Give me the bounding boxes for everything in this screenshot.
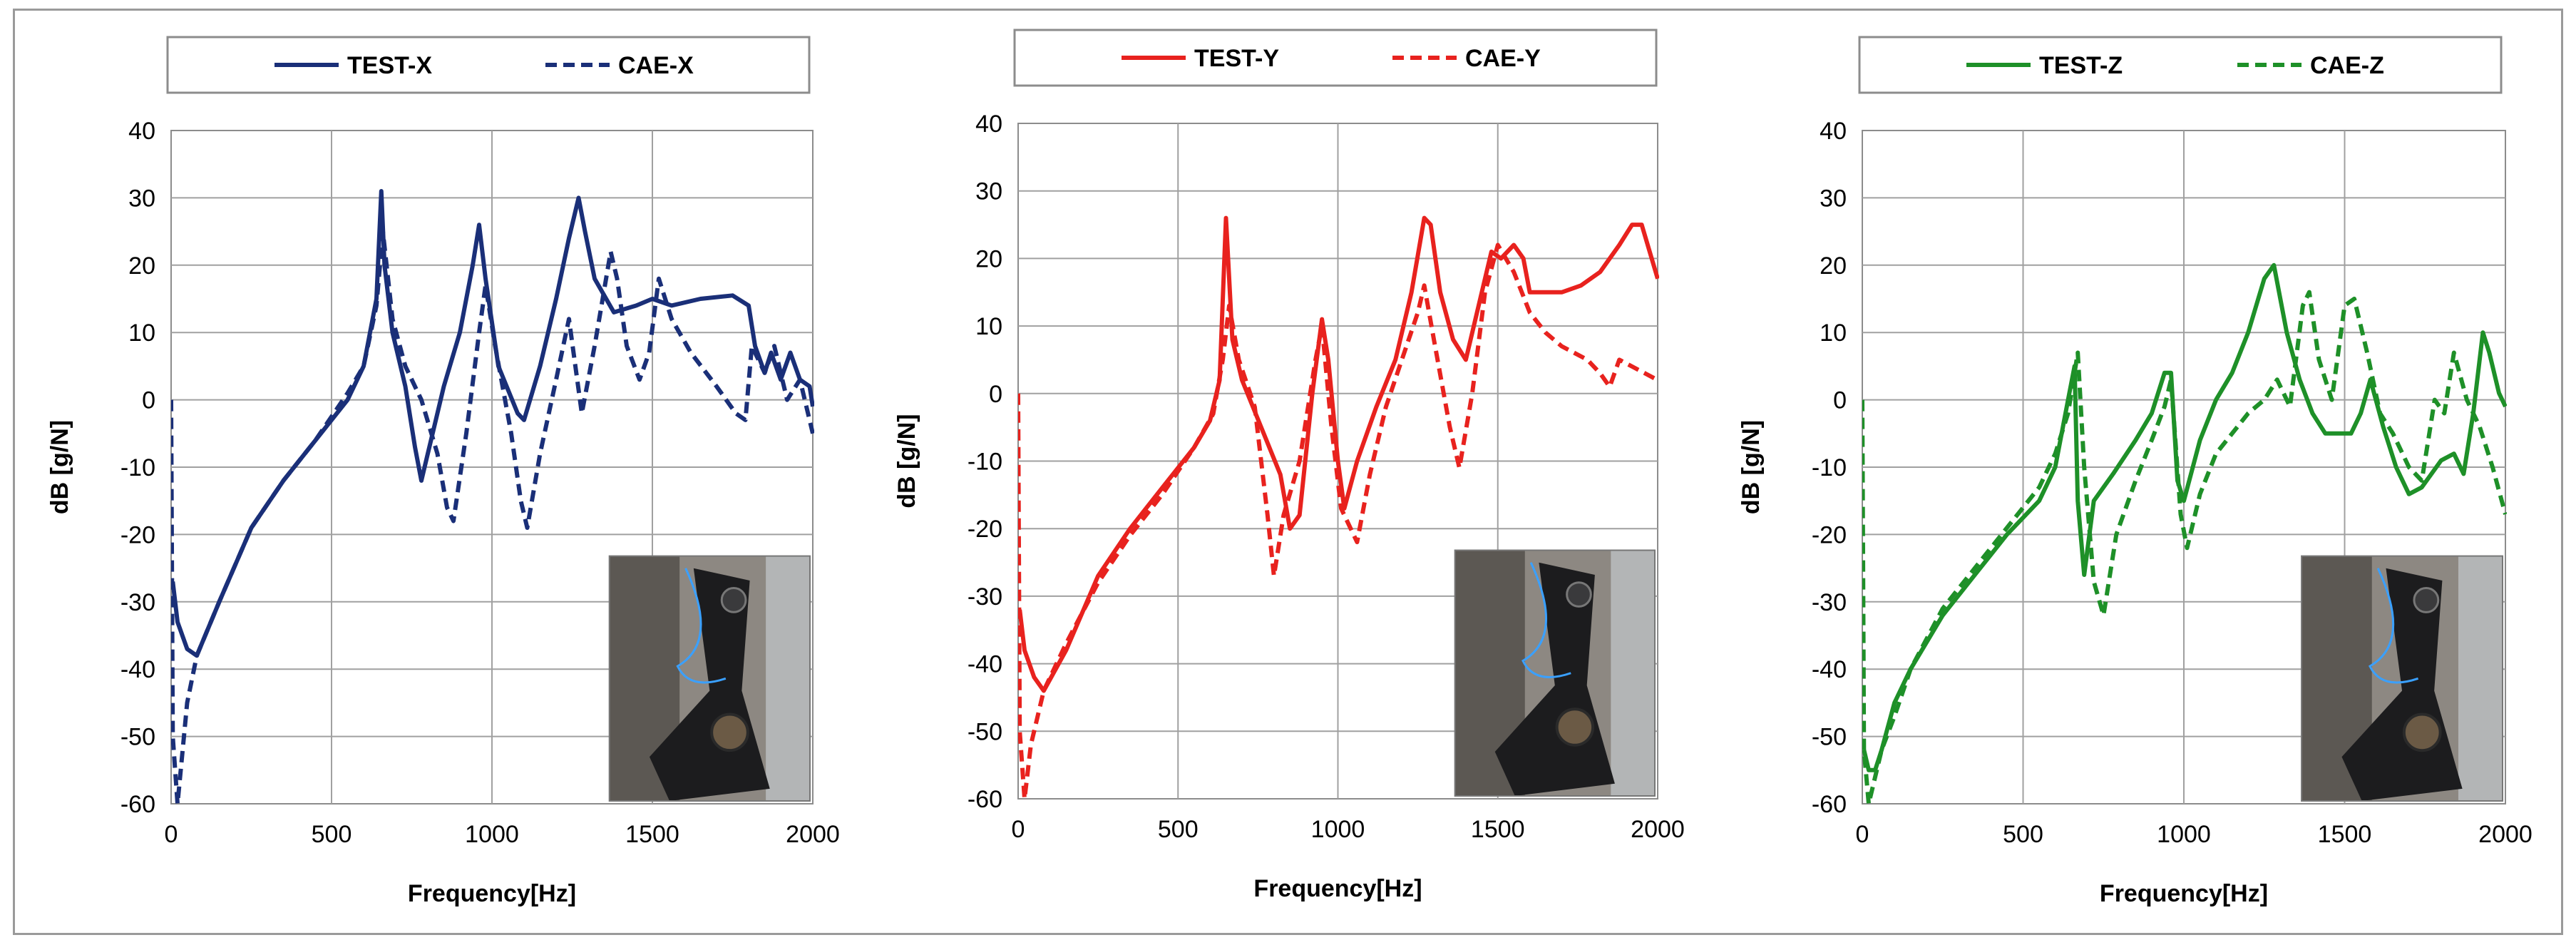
photo-bushing [2402,712,2442,752]
series-line-cae-x [171,229,814,805]
y-tick-label: -30 [1812,589,1847,616]
y-tick-label: 30 [975,178,1002,205]
legend-box [1013,29,1658,87]
x-tick-label: 500 [1158,816,1199,843]
legend-entry: TEST-Y [1194,45,1279,72]
legend-entry: CAE-X [618,52,694,79]
y-tick-label: 0 [1833,387,1847,414]
photo-border [608,555,811,802]
y-tick-label: -30 [120,589,155,616]
y-tick-label: 40 [975,111,1002,138]
y-tick-label: 30 [128,185,155,212]
x-tick-label: 1500 [625,821,679,848]
y-tick-label: 10 [128,320,155,347]
x-axis-label: Frequency[Hz] [408,880,576,907]
legend-entry: CAE-Y [1465,45,1541,72]
y-tick-label: -10 [968,449,1002,476]
x-axis-label: Frequency[Hz] [1253,875,1422,902]
legend-entry: TEST-X [347,52,432,79]
x-tick-label: 1500 [2318,821,2372,848]
photo-bolt-top [2413,587,2440,613]
inset-bracket-photo [608,555,811,802]
x-tick-label: 0 [1856,821,1869,848]
series-line-cae-y [1018,242,1659,800]
y-tick-label: 0 [989,381,1002,408]
photo-bolt-top [1566,581,1592,608]
x-tick-label: 2000 [1631,816,1685,843]
y-tick-label: 10 [975,313,1002,340]
series-line-test-z [1862,262,2507,772]
x-tick-label: 1500 [1471,816,1525,843]
y-axis-label: dB [g/N] [46,420,73,514]
chart-panel-2: 40 30 20 10 0 -10 -20 -30 -40 -50 -60 0 500 1000 1500 2… [893,29,1685,902]
y-tick-label: -60 [1812,791,1847,818]
y-tick-label: -20 [968,516,1002,543]
legend-entry: TEST-Z [2039,52,2123,79]
photo-border [2301,555,2503,802]
y-tick-label: -10 [120,454,155,481]
photo-bolt-top [720,587,747,613]
photo-metal-plate [1611,550,1655,796]
y-tick-label: 20 [975,245,1002,272]
y-tick-label: 40 [1820,118,1847,145]
series-line-cae-z [1862,290,2507,805]
y-tick-label: 40 [128,118,155,145]
x-tick-label: 0 [1012,816,1025,843]
y-tick-label: -50 [120,724,155,751]
legend-box [166,36,811,94]
legend-entry: CAE-Z [2310,52,2384,79]
y-tick-label: -40 [968,651,1002,678]
y-tick-label: -60 [120,791,155,818]
photo-bushing [1555,708,1595,747]
photo-bushing [710,712,749,752]
y-tick-label: 20 [128,252,155,280]
y-tick-label: 0 [142,387,155,414]
y-tick-label: -40 [120,656,155,683]
x-tick-label: 500 [2003,821,2043,848]
y-tick-label: -60 [968,786,1002,813]
photo-sensor-cable [676,568,727,684]
legend-box [1858,36,2503,94]
y-tick-label: -50 [968,718,1002,745]
x-tick-label: 2000 [786,821,840,848]
photo-metal-plate [766,556,810,801]
x-tick-label: 1000 [1311,816,1365,843]
photo-sensor-cable [1522,562,1571,678]
x-axis-label: Frequency[Hz] [2100,880,2268,907]
x-tick-label: 2000 [2478,821,2533,848]
y-axis-label: dB [g/N] [1738,420,1765,514]
y-tick-label: 10 [1820,320,1847,347]
y-tick-label: 20 [1820,252,1847,280]
y-tick-label: -50 [1812,724,1847,751]
photo-border [1454,549,1656,797]
inset-bracket-photo [2301,555,2503,802]
x-tick-label: 1000 [2157,821,2211,848]
y-tick-label: -10 [1812,454,1847,481]
x-tick-label: 1000 [465,821,519,848]
chart-panel-1: 40 30 20 10 0 -10 -20 -30 -40 -50 -60 0 500 1000 1500 2… [46,36,840,907]
y-tick-label: -20 [120,521,155,548]
inset-bracket-photo [1454,549,1656,797]
y-tick-label: -40 [1812,656,1847,683]
y-tick-label: 30 [1820,185,1847,212]
y-tick-label: -30 [968,583,1002,611]
x-tick-label: 500 [312,821,352,848]
series-line-test-x [171,189,814,658]
photo-metal-plate [2458,556,2503,801]
y-axis-label: dB [g/N] [893,414,920,508]
y-tick-label: -20 [1812,521,1847,548]
x-tick-label: 0 [165,821,178,848]
chart-panel-3: 40 30 20 10 0 -10 -20 -30 -40 -50 -60 0 500 1000 1500 2… [1738,36,2533,907]
photo-sensor-cable [2368,568,2419,684]
